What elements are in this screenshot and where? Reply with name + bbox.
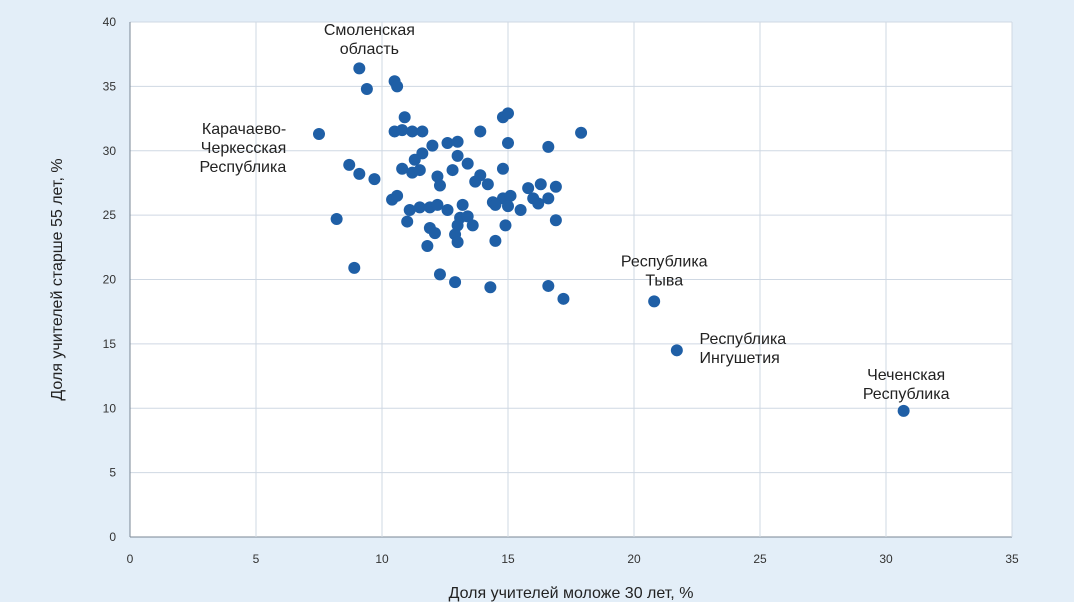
data-point [542, 279, 555, 292]
data-point [441, 137, 454, 150]
data-point [522, 182, 535, 195]
y-tick-label: 20 [103, 273, 117, 287]
data-point [421, 240, 434, 253]
data-point [469, 175, 482, 188]
data-point [648, 295, 661, 308]
data-point [433, 268, 446, 281]
y-tick-label: 25 [103, 208, 117, 222]
y-tick-label: 15 [103, 337, 117, 351]
x-tick-label: 35 [1005, 552, 1019, 566]
data-point [353, 167, 366, 180]
data-point [466, 219, 479, 232]
data-point [368, 173, 381, 186]
data-point [670, 344, 683, 357]
data-point [451, 149, 464, 162]
data-point [532, 197, 545, 210]
data-point [353, 62, 366, 75]
data-point [449, 276, 462, 289]
x-tick-label: 10 [375, 552, 389, 566]
x-tick-label: 15 [501, 552, 515, 566]
data-point [489, 198, 502, 211]
y-tick-label: 5 [109, 466, 116, 480]
data-point [534, 178, 547, 191]
data-point [330, 212, 343, 225]
data-point [897, 404, 910, 417]
data-point [313, 128, 325, 141]
data-point [413, 201, 426, 214]
data-point [474, 125, 487, 138]
data-point [433, 179, 446, 192]
data-point [398, 111, 411, 124]
data-point [360, 82, 373, 95]
data-point [504, 189, 517, 202]
data-point [502, 137, 514, 150]
data-point [549, 214, 562, 227]
annotation-label: Республика Ингушетия [700, 331, 787, 367]
annotation-label: Республика Тыва [621, 254, 708, 290]
y-tick-labels: 0 5 10 15 20 25 30 35 40 [103, 15, 117, 544]
y-tick-label: 40 [103, 15, 117, 29]
x-tick-label: 0 [127, 552, 134, 566]
data-point [461, 210, 474, 223]
data-point [391, 80, 404, 93]
data-point [441, 203, 454, 216]
data-point [499, 219, 512, 232]
data-point [542, 192, 555, 205]
data-point [575, 126, 588, 139]
x-tick-labels: 0 5 10 15 20 25 30 35 [127, 552, 1019, 566]
x-tick-label: 30 [879, 552, 893, 566]
data-point [481, 178, 494, 191]
data-point [451, 236, 464, 249]
data-point [428, 227, 441, 240]
annotations: Смоленская область Карачаево-Черкесская Рес… [200, 22, 950, 403]
data-point [401, 215, 414, 228]
data-point [431, 198, 444, 211]
data-point [408, 153, 421, 166]
data-point [496, 162, 509, 175]
data-point [549, 180, 562, 193]
y-tick-label: 10 [103, 401, 117, 415]
y-tick-label: 0 [109, 530, 116, 544]
data-point [396, 162, 409, 175]
data-point [426, 139, 439, 152]
data-point [431, 170, 444, 183]
data-point [406, 125, 419, 138]
data-point [391, 189, 404, 202]
x-tick-label: 20 [627, 552, 641, 566]
data-point [416, 125, 429, 138]
data-point [343, 158, 356, 171]
data-point [456, 198, 469, 211]
annotation-label: Смоленская область [324, 22, 415, 58]
data-point [348, 261, 361, 274]
x-tick-label: 5 [253, 552, 260, 566]
y-axis-label: Доля учителей старше 55 лет, % [49, 158, 66, 400]
data-point [502, 200, 514, 213]
data-point [461, 157, 474, 170]
y-tick-label: 35 [103, 79, 117, 93]
y-tick-label: 30 [103, 144, 117, 158]
grid [129, 21, 1013, 538]
x-tick-label: 25 [753, 552, 767, 566]
x-axis-label: Доля учителей моложе 30 лет, % [449, 585, 694, 602]
data-point [446, 164, 459, 177]
data-point [413, 164, 426, 177]
annotation-label: Карачаево-Черкесская Республика [200, 121, 287, 176]
data-point [396, 124, 409, 137]
data-point [557, 292, 570, 305]
data-point [403, 203, 416, 216]
data-point [514, 203, 527, 216]
data-point [502, 107, 514, 120]
data-point [451, 135, 464, 148]
data-point [451, 219, 464, 232]
data-points [313, 62, 910, 417]
data-point [542, 140, 555, 153]
data-point [489, 234, 502, 247]
data-point [484, 281, 497, 294]
annotation-label: Чеченская Республика [863, 367, 950, 403]
